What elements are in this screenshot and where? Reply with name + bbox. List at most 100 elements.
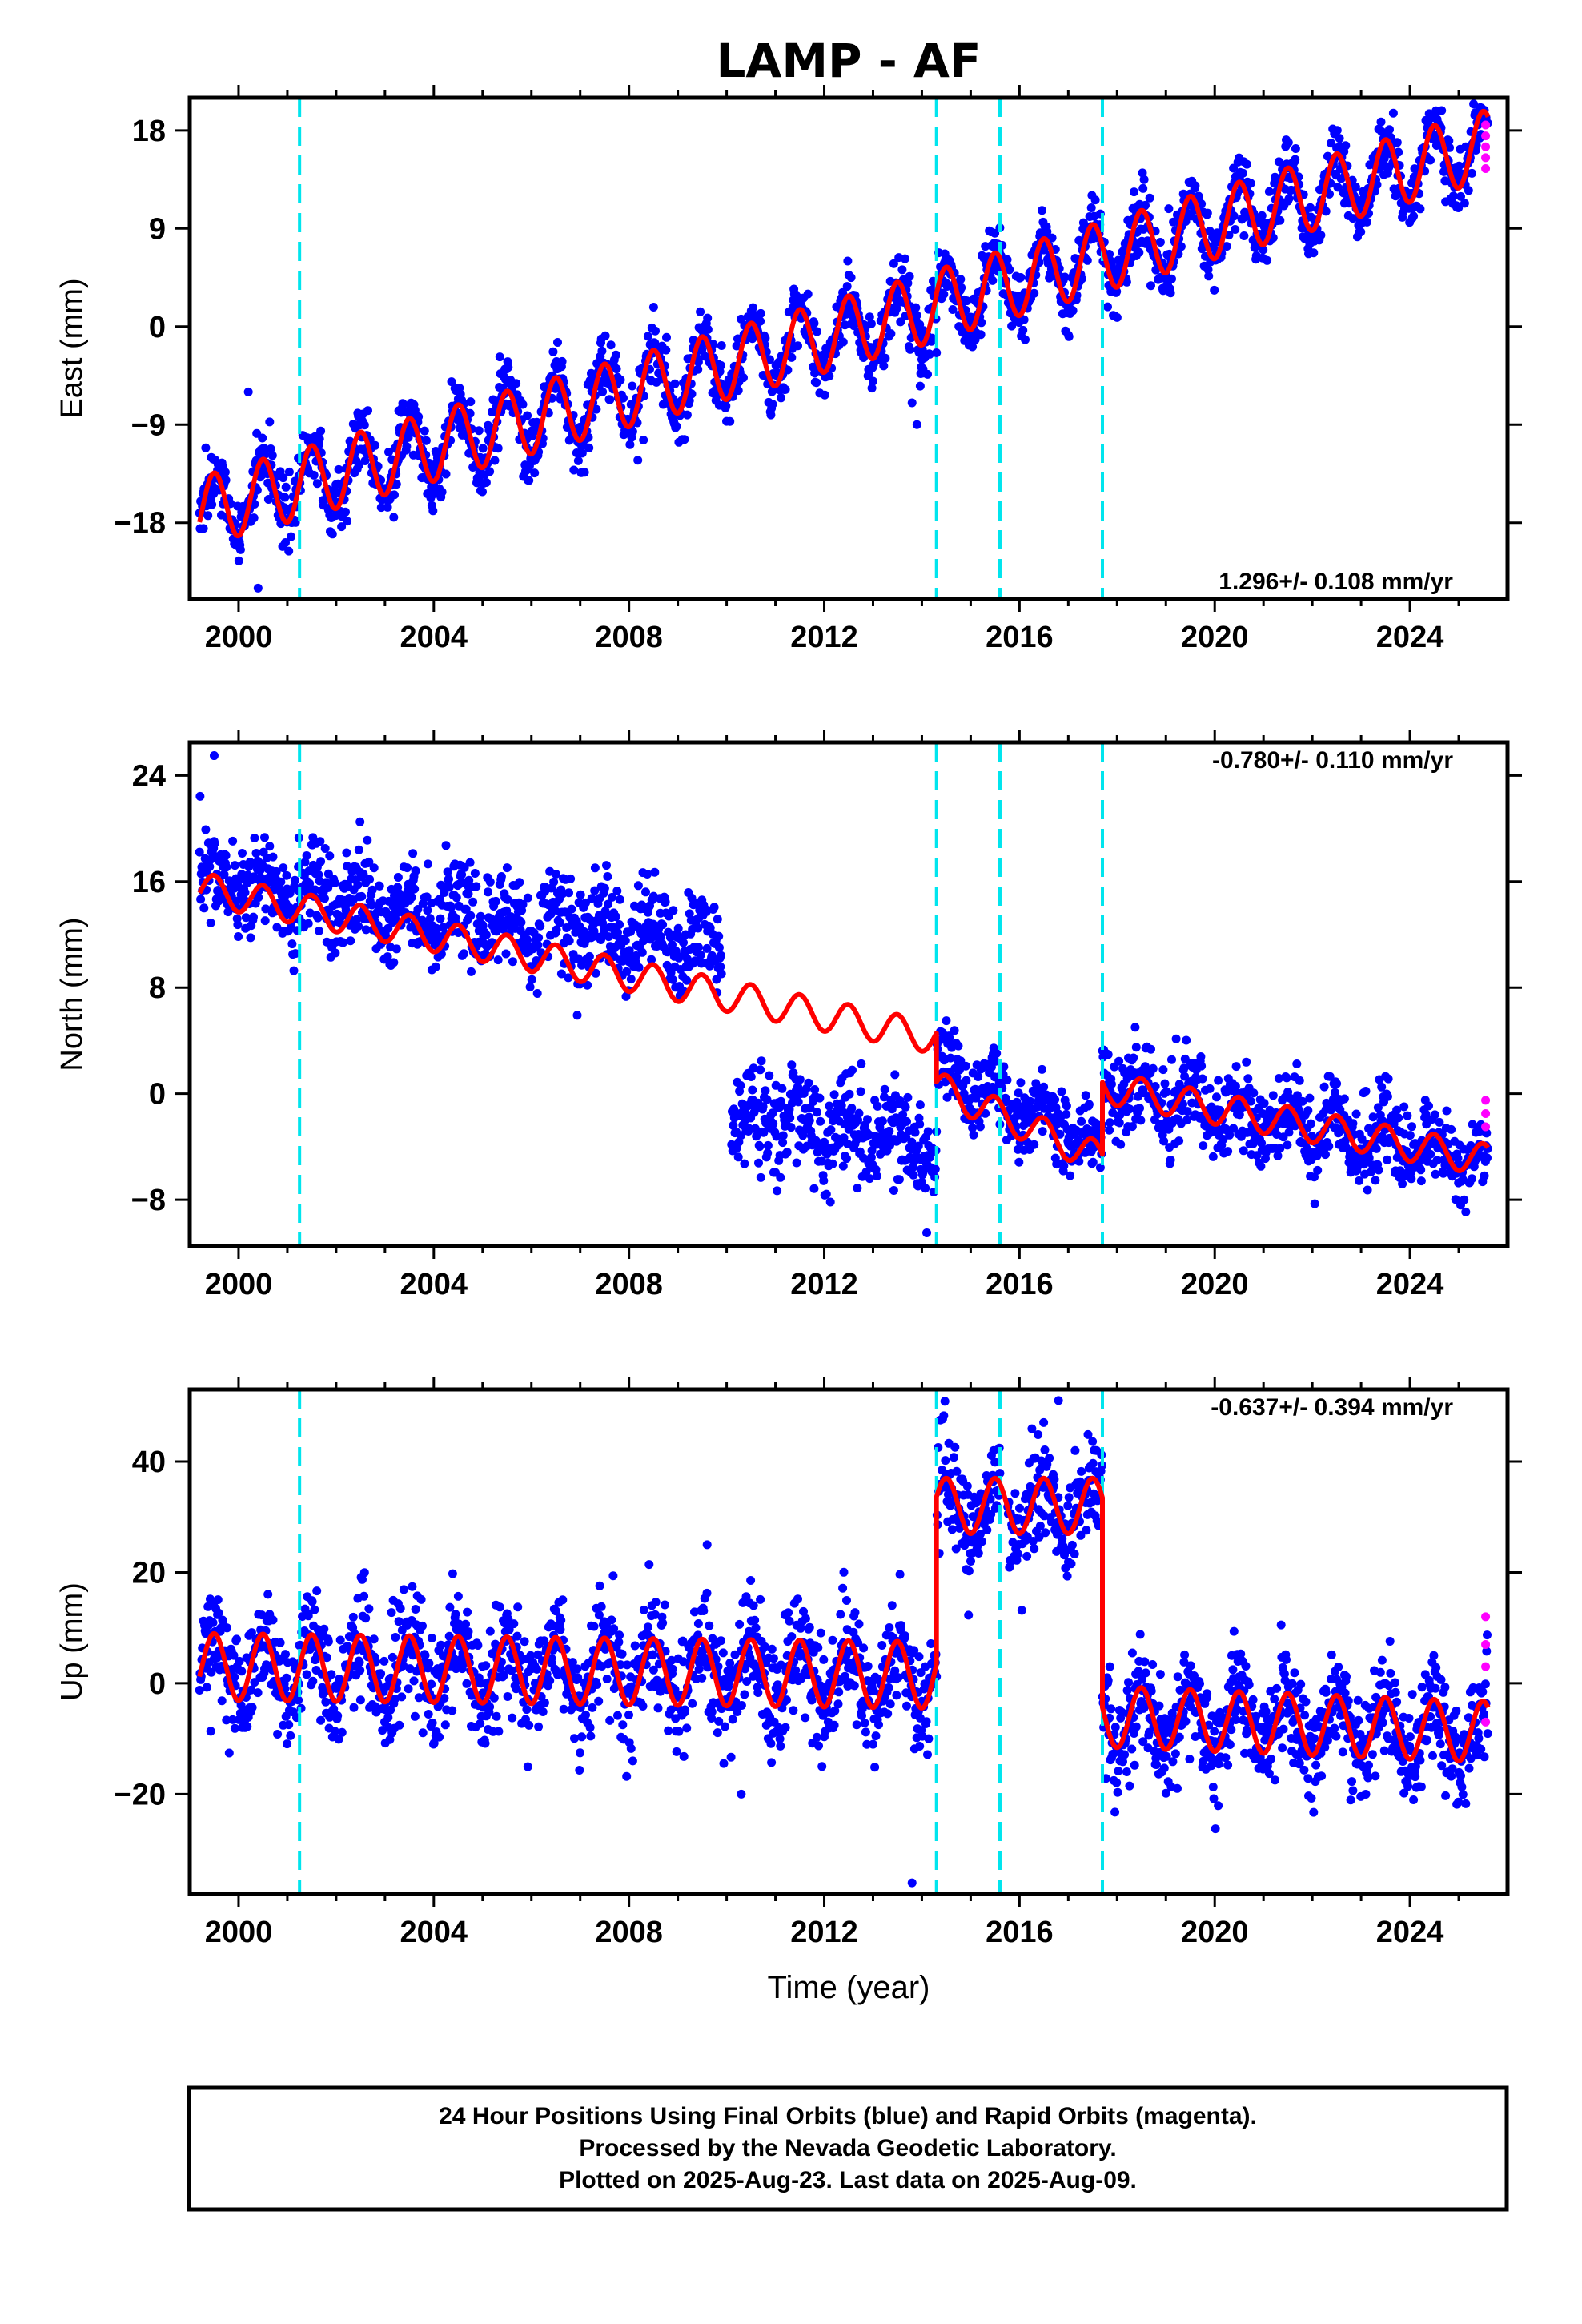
data-point <box>363 835 372 845</box>
data-point <box>413 905 423 914</box>
data-point <box>865 312 874 322</box>
outlier-point <box>922 1228 932 1237</box>
data-point <box>619 393 628 403</box>
data-point <box>1196 1052 1206 1061</box>
data-point <box>915 1100 925 1110</box>
data-point <box>945 1033 954 1043</box>
data-point <box>670 379 680 388</box>
data-point <box>1242 159 1251 169</box>
data-point <box>990 1056 1000 1066</box>
data-point <box>859 353 869 362</box>
data-point <box>976 330 986 340</box>
data-point <box>793 1097 803 1107</box>
data-point <box>1088 1157 1098 1167</box>
data-point <box>308 1676 318 1686</box>
data-point <box>600 883 609 893</box>
data-point <box>777 1084 787 1093</box>
data-point <box>1134 247 1144 257</box>
data-point <box>1407 1174 1416 1184</box>
data-point <box>423 906 432 915</box>
data-point <box>1050 1095 1060 1104</box>
data-point <box>1136 1116 1146 1125</box>
data-point <box>885 1140 894 1150</box>
data-point <box>1225 1130 1235 1140</box>
data-point <box>491 896 500 906</box>
data-point <box>265 417 275 427</box>
data-point <box>305 908 315 918</box>
data-point <box>237 1667 247 1676</box>
y-tick-label: −8 <box>131 1184 166 1217</box>
data-point <box>260 833 269 842</box>
data-point <box>342 848 351 858</box>
data-point <box>923 369 932 379</box>
data-point <box>682 975 692 985</box>
data-point <box>556 969 566 979</box>
data-point <box>842 282 852 292</box>
data-point <box>532 417 541 427</box>
data-point <box>1122 277 1131 287</box>
data-point <box>651 326 660 336</box>
data-point <box>608 892 616 902</box>
x-tick-label: 2008 <box>595 621 663 654</box>
data-point <box>1319 1082 1329 1092</box>
data-point <box>946 1053 955 1063</box>
data-point <box>1242 1057 1251 1067</box>
data-point <box>1224 231 1234 240</box>
data-point <box>838 1161 848 1171</box>
data-point <box>250 500 259 509</box>
data-point <box>598 387 608 396</box>
data-point <box>848 1065 857 1075</box>
data-point <box>1275 215 1285 225</box>
data-point <box>1246 1096 1255 1106</box>
data-point <box>319 1624 329 1634</box>
data-point <box>1469 99 1479 109</box>
data-point <box>444 875 453 884</box>
data-point <box>703 324 713 334</box>
data-point <box>485 877 495 887</box>
data-point <box>1166 288 1175 298</box>
data-point <box>777 393 785 403</box>
data-point <box>932 348 942 357</box>
data-point <box>866 319 876 328</box>
data-point <box>615 895 624 904</box>
data-point <box>1444 136 1454 146</box>
data-point <box>1385 125 1394 135</box>
data-point <box>765 1071 774 1080</box>
data-point <box>1264 187 1274 196</box>
data-point <box>1363 1185 1372 1195</box>
data-point <box>573 954 583 963</box>
data-point <box>407 893 416 902</box>
data-point <box>390 490 399 500</box>
data-point <box>1468 1174 1476 1184</box>
data-point <box>812 378 821 388</box>
data-point <box>721 401 731 411</box>
data-point <box>1146 281 1155 291</box>
data-point <box>805 1116 814 1125</box>
data-point <box>365 875 375 884</box>
data-point <box>311 885 320 895</box>
data-point <box>825 1197 835 1207</box>
data-point <box>589 927 599 936</box>
data-point <box>648 303 658 312</box>
data-point <box>1442 1106 1452 1116</box>
data-point <box>457 870 467 879</box>
data-point <box>210 838 219 848</box>
data-point <box>481 930 491 939</box>
data-point <box>905 271 914 281</box>
data-point <box>901 1102 910 1112</box>
data-point <box>693 357 703 367</box>
data-point <box>825 1101 834 1111</box>
data-point <box>1283 138 1293 147</box>
outlier-point <box>243 387 253 396</box>
data-point <box>555 918 564 927</box>
data-point <box>1468 168 1476 178</box>
data-point <box>389 513 399 522</box>
data-point <box>421 436 431 445</box>
data-point <box>854 1108 864 1118</box>
data-point <box>1292 1059 1302 1068</box>
data-point <box>271 866 281 876</box>
data-point <box>712 975 721 984</box>
data-point <box>284 467 294 476</box>
data-point <box>1014 1157 1024 1167</box>
data-point <box>1306 203 1315 212</box>
